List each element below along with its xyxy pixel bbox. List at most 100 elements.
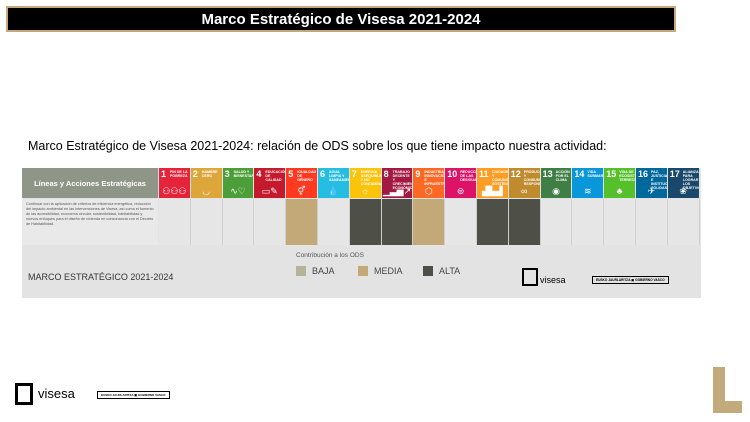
- sdg-number: 11: [479, 169, 489, 179]
- visesa-logo-icon: [522, 268, 538, 286]
- legend-label-media: MEDIA: [374, 266, 403, 276]
- sdg-tile-9: 9Industria, innovación e infraestructura…: [413, 168, 445, 198]
- family-icon: ⚇⚇⚇: [162, 186, 187, 196]
- ods-impact-table: Líneas y Acciones Estratégicas Continuar…: [22, 168, 701, 298]
- sdg-label: Agua limpia y saneamiento: [329, 170, 349, 182]
- sdg-number: 13: [542, 169, 553, 179]
- sun-icon: ☼: [361, 186, 370, 196]
- sdg-label: Educación de calidad: [265, 170, 286, 182]
- sdg-label: Alianzas para lograr los objetivos: [682, 170, 699, 190]
- sdg-number: 14: [574, 169, 585, 179]
- sdg-tile-10: 10Reducción de las desigualdades ⊜: [445, 168, 476, 198]
- sdg-number: 6: [320, 169, 326, 179]
- sdg-label: Paz, justicia e instituciones sólidas: [651, 170, 667, 190]
- sdg-label: Vida de ecosistemas terrestres: [619, 170, 635, 182]
- fish-icon: ≋: [584, 186, 592, 196]
- city-icon: ▟▙▟: [482, 186, 503, 196]
- sdg-number: 12: [510, 169, 521, 179]
- sdg-tile-4: 4 Educación de calidad ▭✎: [254, 168, 286, 198]
- sdg-tile-15: 15Vida de ecosistemas terrestres ♣: [604, 168, 635, 198]
- impact-cell-sdg-8: [381, 199, 414, 245]
- sdg-number: 5: [288, 169, 294, 179]
- sdg-number: 1: [161, 169, 167, 179]
- legend-swatch-media: [358, 266, 368, 276]
- sdg-label: Vida submarina: [587, 170, 604, 178]
- impact-cell-sdg-7: [349, 199, 382, 245]
- gov-left-text: EUSKO JAURLARITZA: [596, 278, 631, 282]
- water-drop-icon: 💧: [327, 186, 339, 196]
- impact-cell-sdg-10: [445, 199, 477, 245]
- legend-swatch-baja: [296, 266, 306, 276]
- sdg-tile-5: 5 Igualdad de género ⚥: [286, 168, 317, 198]
- book-icon: ▭✎: [261, 186, 278, 196]
- sdg-label: Igualdad de género: [297, 170, 317, 182]
- corner-decoration-horizontal: [713, 401, 742, 413]
- sdg-number: 8: [383, 169, 389, 179]
- visesa-wordmark: visesa: [38, 386, 75, 401]
- growth-chart-icon: ▁▃▅↗: [382, 186, 412, 196]
- sdg-tile-8: 8Trabajo decente y crecimiento económico…: [381, 168, 413, 198]
- legend-title: Contribución a los ODS: [296, 252, 364, 259]
- impact-cell-sdg-12: [508, 199, 541, 245]
- header-label-text: Líneas y Acciones Estratégicas: [34, 178, 146, 188]
- sdg-label: Reducción de las desigualdades: [460, 170, 476, 182]
- impact-cell-sdg-6: [318, 199, 350, 245]
- tree-icon: ♣: [616, 186, 623, 196]
- bowl-icon: ◡: [202, 186, 211, 196]
- sdg-label: Industria, innovación e infraestructura: [424, 170, 445, 186]
- gov-left-text: EUSKO JAURLARITZA: [101, 393, 134, 397]
- cubes-icon: ⬡: [424, 186, 433, 196]
- heartbeat-icon: ∿♡: [230, 186, 246, 196]
- sdg-label: Energía asequible y no contaminante: [360, 170, 381, 186]
- equal-icon: ⊜: [456, 186, 465, 196]
- gobierno-vasco-logo: EUSKO JAURLARITZA ▣ GOBIERNO VASCO: [592, 268, 669, 286]
- gender-icon: ⚥: [297, 186, 306, 196]
- sdg-number: 17: [669, 169, 680, 179]
- impact-cell-sdg-15: [604, 199, 636, 245]
- infinity-icon: ∞: [520, 186, 528, 196]
- sdg-tile-7: 7Energía asequible y no contaminante☼: [349, 168, 381, 198]
- sdg-number: 7: [351, 169, 357, 179]
- subtitle: Marco Estratégico de Visesa 2021-2024: r…: [28, 139, 607, 153]
- gov-right-text: GOBIERNO VASCO: [137, 393, 166, 397]
- sdg-number: 2: [192, 169, 198, 179]
- sdg-tile-11: 11Ciudades y comunidades sostenibles▟▙▟: [477, 168, 508, 198]
- impact-cell-sdg-2: [190, 199, 223, 245]
- sdg-label: Producción y consumo responsables: [523, 170, 540, 186]
- visesa-wordmark: visesa: [540, 275, 566, 285]
- impact-cell-sdg-9: [413, 199, 446, 245]
- action-text: Continuar con la aplicación de criterios…: [26, 202, 154, 226]
- sdg-label: Ciudades y comunidades sostenibles: [492, 170, 508, 186]
- visesa-logo-icon: [15, 383, 33, 405]
- sdg-label: Acción por el clima: [555, 170, 570, 182]
- impact-cell-sdg-16: [636, 199, 668, 245]
- sdg-number: 9: [415, 169, 421, 179]
- sdg-label: Fin de la pobreza: [170, 170, 188, 178]
- gov-right-text: GOBIERNO VASCO: [635, 278, 665, 282]
- impact-cell-sdg-11: [477, 199, 509, 245]
- sdg-tile-16: 16Paz, justicia e instituciones sólidas✈: [636, 168, 667, 198]
- sdg-number: 4: [256, 169, 262, 179]
- sdg-number: 3: [224, 169, 230, 179]
- impact-cell-sdg-1: [159, 199, 191, 245]
- eye-globe-icon: ◉: [552, 186, 560, 196]
- sdg-label: Salud y bienestar: [233, 170, 254, 178]
- impact-cell-sdg-4: [254, 199, 287, 245]
- frame-label: MARCO ESTRATÉGICO 2021-2024: [28, 272, 174, 282]
- sdg-tile-1: 1 Fin de la pobreza ⚇⚇⚇: [159, 168, 190, 198]
- legend-label-baja: BAJA: [312, 266, 335, 276]
- title-banner: Marco Estratégico de Visesa 2021-2024: [6, 6, 676, 32]
- sdg-number: 15: [606, 169, 617, 179]
- impact-cell-sdg-13: [540, 199, 573, 245]
- sdg-tile-12: 12Producción y consumo responsables∞: [508, 168, 540, 198]
- impact-cell-sdg-17: [667, 199, 700, 245]
- sdg-label: Hambre cero: [201, 170, 218, 178]
- impact-cell-sdg-3: [222, 199, 255, 245]
- sdg-tile-17: 17Alianzas para lograr los objetivos❀: [667, 168, 699, 198]
- page-title: Marco Estratégico de Visesa 2021-2024: [201, 10, 481, 28]
- legend-swatch-alta: [423, 266, 433, 276]
- flower-icon: ❀: [679, 186, 687, 196]
- sdg-tile-13: 13 Acción por el clima ◉: [540, 168, 572, 198]
- sdg-label: Trabajo decente y crecimiento económico: [392, 170, 413, 190]
- dove-icon: ✈: [647, 186, 656, 196]
